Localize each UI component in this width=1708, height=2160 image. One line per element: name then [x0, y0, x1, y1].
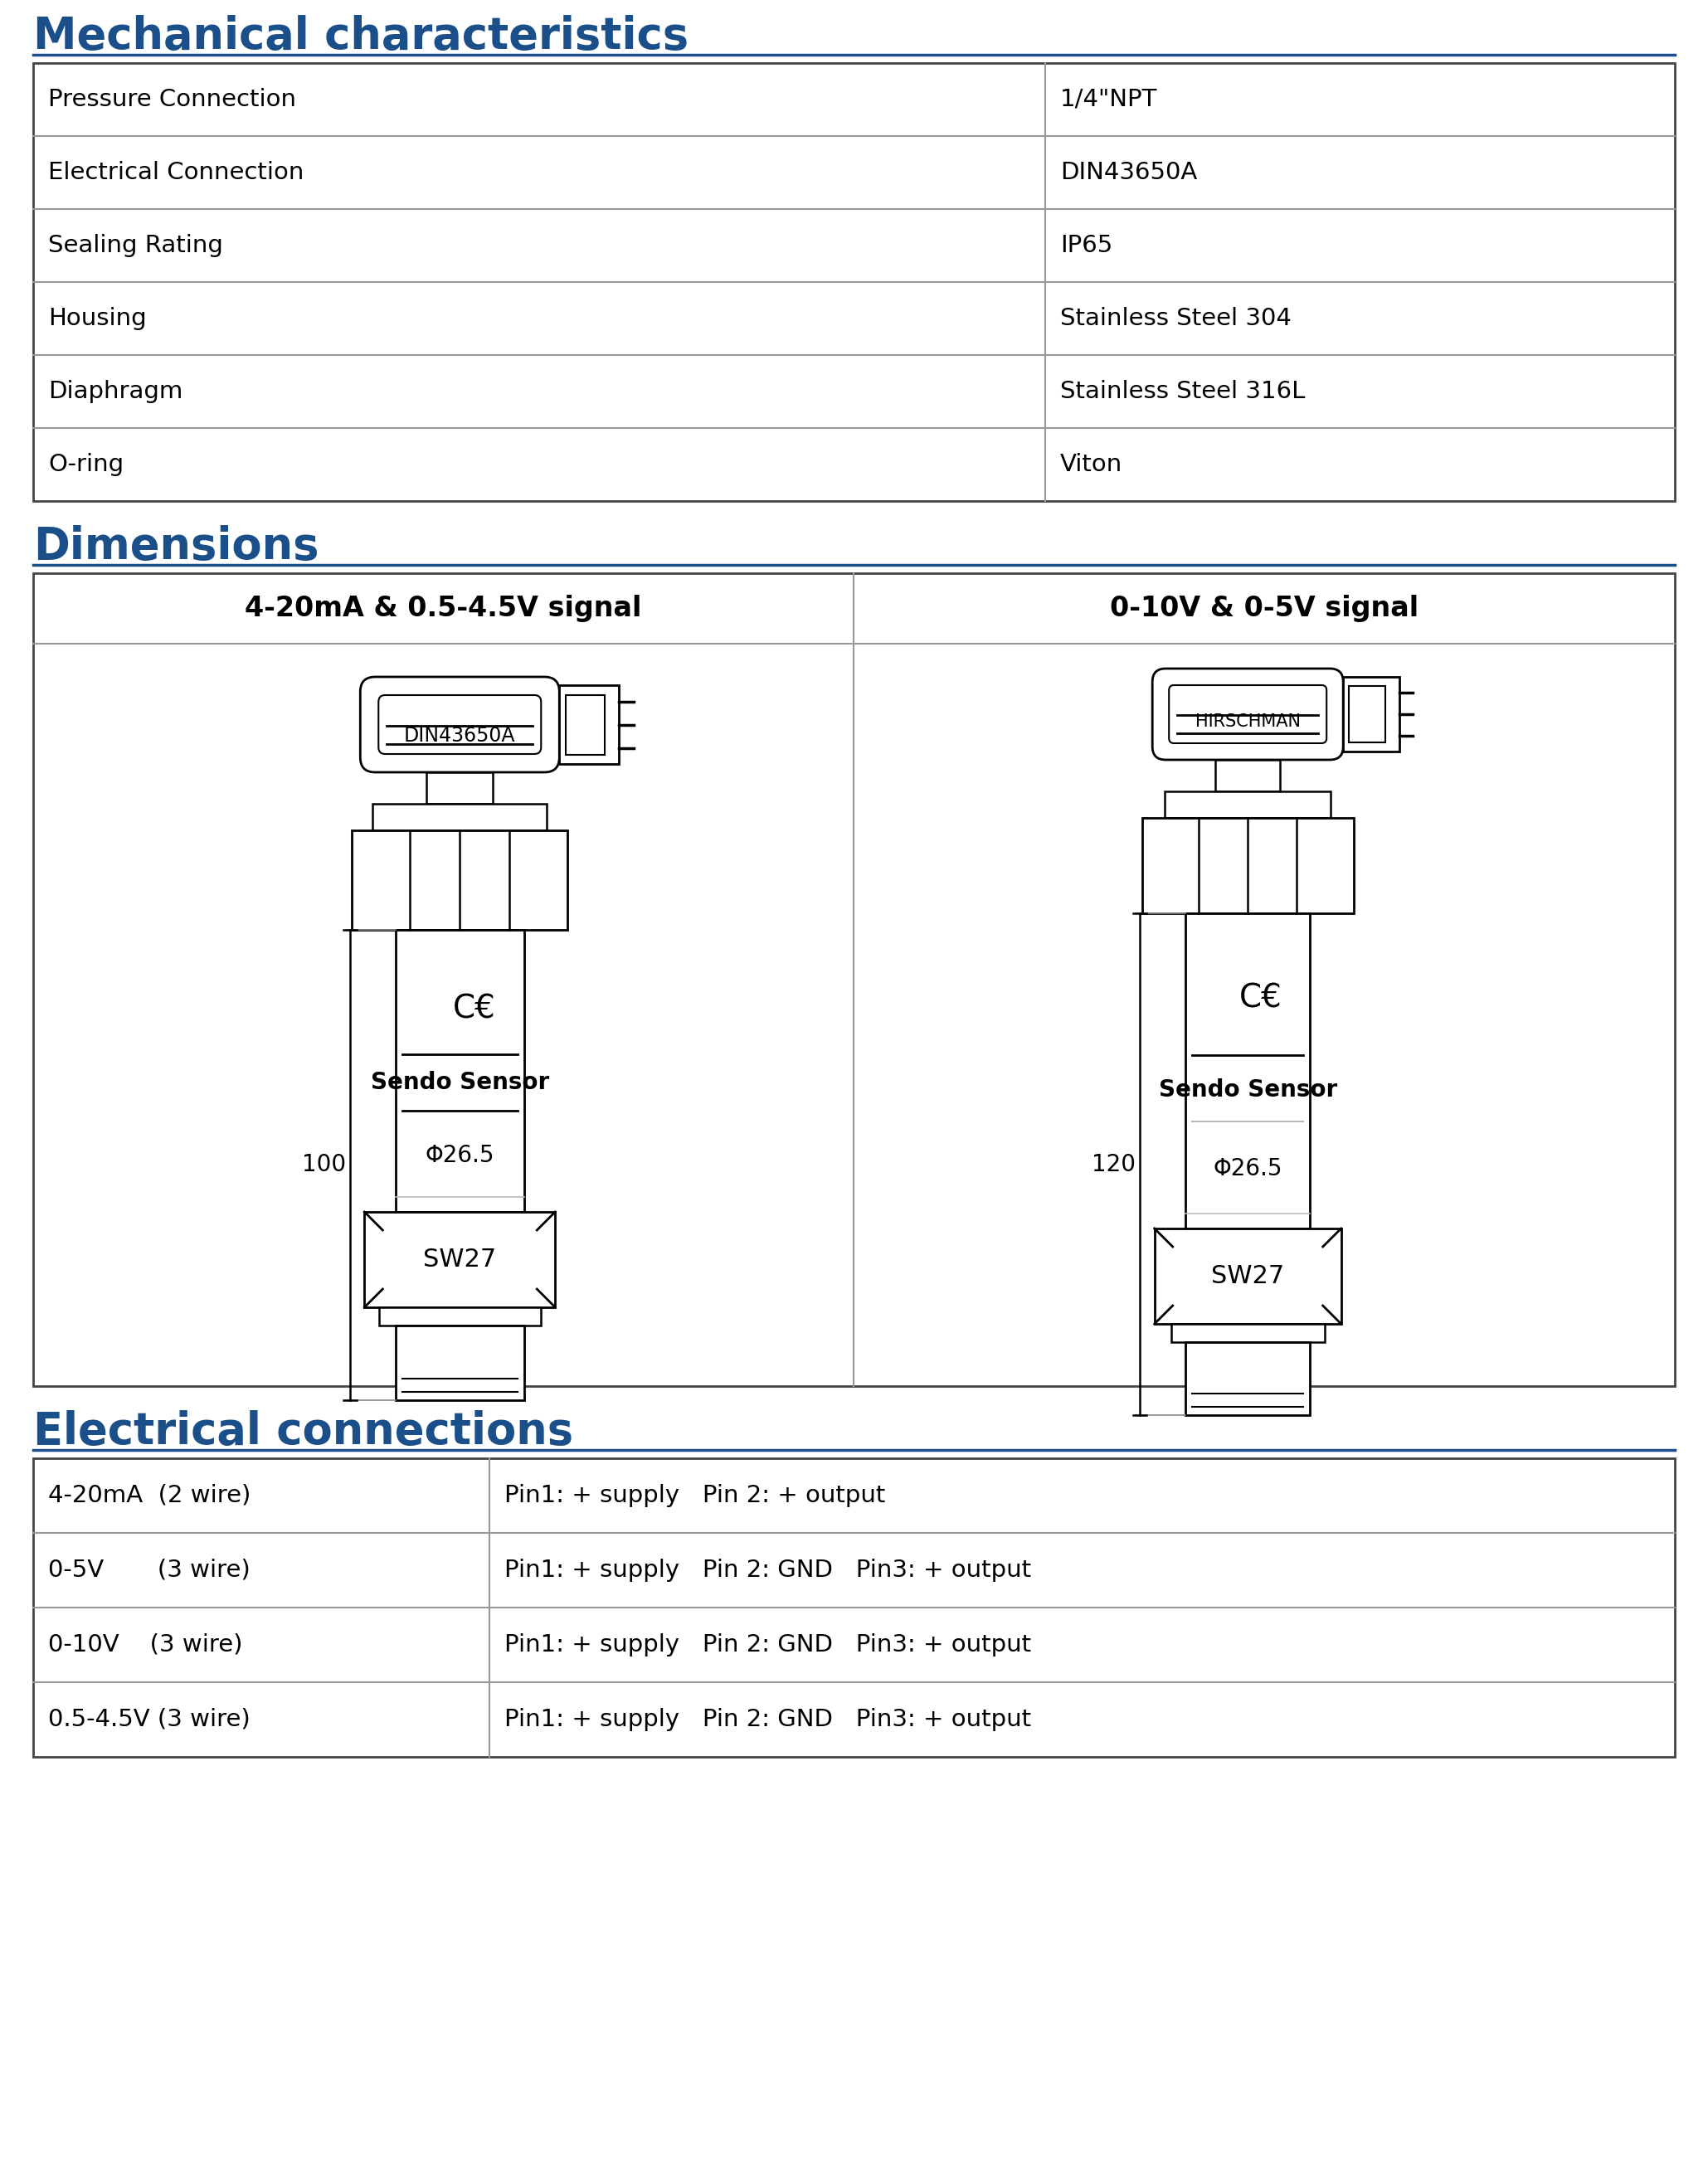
Bar [1342, 676, 1399, 752]
Bar [427, 773, 494, 804]
Text: IP65: IP65 [1061, 233, 1112, 257]
Text: Pin1: + supply   Pin 2: + output: Pin1: + supply Pin 2: + output [504, 1484, 885, 1508]
FancyBboxPatch shape [1168, 685, 1327, 743]
Text: Φ26.5: Φ26.5 [1213, 1158, 1283, 1179]
Text: Φ26.5: Φ26.5 [425, 1145, 494, 1166]
Text: Mechanical characteristics: Mechanical characteristics [32, 15, 688, 58]
Text: Diaphragm: Diaphragm [48, 380, 183, 404]
Text: Dimensions: Dimensions [32, 525, 319, 568]
Text: HIRSCHMAN: HIRSCHMAN [1196, 713, 1300, 730]
Text: SW27: SW27 [1211, 1264, 1284, 1287]
Bar [364, 1212, 555, 1307]
Text: 1/4"NPT: 1/4"NPT [1061, 89, 1158, 110]
Bar [1349, 687, 1385, 743]
Text: Pin1: + supply   Pin 2: GND   Pin3: + output: Pin1: + supply Pin 2: GND Pin3: + output [504, 1560, 1032, 1581]
Bar [1185, 914, 1310, 1229]
Text: 0-5V       (3 wire): 0-5V (3 wire) [48, 1560, 251, 1581]
Text: Electrical Connection: Electrical Connection [48, 162, 304, 184]
Text: C€: C€ [1240, 983, 1283, 1015]
Text: 0.5-4.5V (3 wire): 0.5-4.5V (3 wire) [48, 1709, 251, 1730]
Text: Viton: Viton [1061, 454, 1122, 475]
Text: Housing: Housing [48, 307, 147, 330]
Text: Stainless Steel 304: Stainless Steel 304 [1061, 307, 1291, 330]
Bar [1143, 819, 1353, 914]
Text: Electrical connections: Electrical connections [32, 1410, 574, 1454]
Bar [32, 1458, 1676, 1756]
Bar [559, 685, 618, 765]
Text: SW27: SW27 [424, 1248, 497, 1272]
Bar [379, 1307, 541, 1326]
Bar [32, 63, 1676, 501]
Text: Pin1: + supply   Pin 2: GND   Pin3: + output: Pin1: + supply Pin 2: GND Pin3: + output [504, 1709, 1032, 1730]
Text: O-ring: O-ring [48, 454, 123, 475]
Text: Stainless Steel 316L: Stainless Steel 316L [1061, 380, 1305, 404]
Text: Sealing Rating: Sealing Rating [48, 233, 224, 257]
FancyBboxPatch shape [379, 696, 541, 754]
Bar [396, 1326, 524, 1400]
Text: DIN43650A: DIN43650A [1061, 162, 1197, 184]
Bar [1165, 791, 1331, 819]
Text: 4-20mA & 0.5-4.5V signal: 4-20mA & 0.5-4.5V signal [244, 594, 642, 622]
Bar [1172, 1324, 1324, 1341]
Text: 0-10V & 0-5V signal: 0-10V & 0-5V signal [1110, 594, 1419, 622]
Bar [352, 829, 567, 929]
Text: Pressure Connection: Pressure Connection [48, 89, 295, 110]
Text: 0-10V    (3 wire): 0-10V (3 wire) [48, 1633, 243, 1657]
FancyBboxPatch shape [1153, 670, 1342, 760]
Bar [1155, 1229, 1341, 1324]
Text: 4-20mA  (2 wire): 4-20mA (2 wire) [48, 1484, 251, 1508]
Text: Sendo Sensor: Sendo Sensor [371, 1071, 548, 1093]
FancyBboxPatch shape [360, 676, 559, 773]
Bar [1216, 760, 1279, 791]
Text: DIN43650A: DIN43650A [405, 726, 516, 745]
Text: Sendo Sensor: Sendo Sensor [1158, 1078, 1337, 1102]
Text: Pin1: + supply   Pin 2: GND   Pin3: + output: Pin1: + supply Pin 2: GND Pin3: + output [504, 1633, 1032, 1657]
Bar [396, 929, 524, 1212]
Text: 100: 100 [302, 1153, 345, 1177]
Text: C€: C€ [453, 994, 497, 1024]
Bar [565, 696, 605, 754]
Bar [32, 572, 1676, 1387]
Text: 120: 120 [1091, 1153, 1136, 1175]
Bar [1185, 1341, 1310, 1415]
Bar [372, 804, 547, 829]
